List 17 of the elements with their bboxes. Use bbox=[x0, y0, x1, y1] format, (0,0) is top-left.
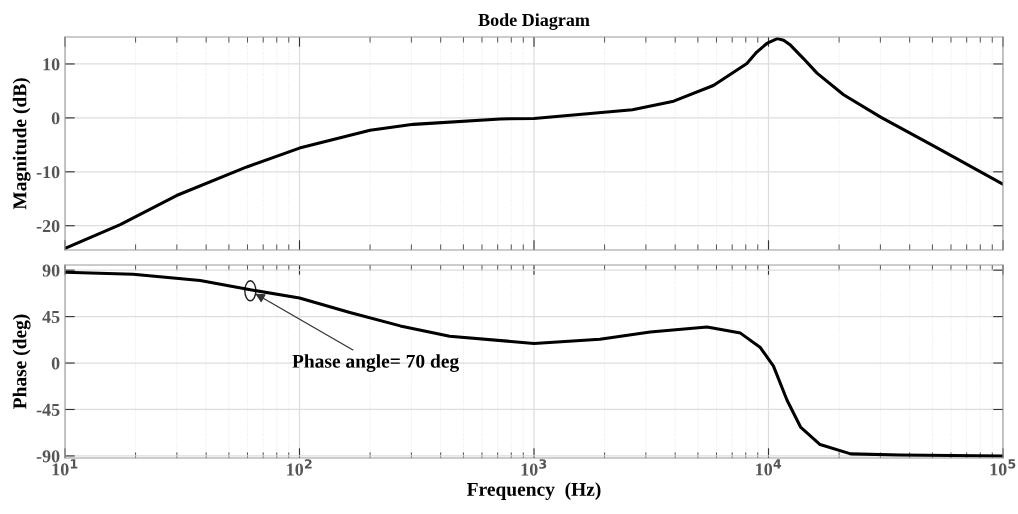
y-axis-title: Phase (deg) bbox=[12, 314, 31, 409]
y-tick-label: 10 bbox=[43, 58, 60, 71]
y-axis-title: Magnitude (dB) bbox=[12, 78, 31, 210]
x-tick-label: 10$^{5}$ bbox=[990, 459, 1016, 476]
y-tick-label: 0 bbox=[51, 112, 60, 125]
x-tick-label: 10$^{4}$ bbox=[756, 459, 782, 476]
x-tick-label: 10$^{2}$ bbox=[287, 459, 312, 476]
y-tick-label: -20 bbox=[36, 219, 60, 233]
y-tick-label: -45 bbox=[36, 403, 60, 416]
annotation: Phase angle= 70 deg bbox=[292, 354, 459, 372]
y-tick-label: 0 bbox=[51, 357, 60, 370]
y-tick-label: 45 bbox=[42, 310, 60, 324]
y-tick-label: 90 bbox=[42, 264, 60, 277]
chart-title: Bode Diagram bbox=[478, 13, 590, 30]
x-tick-label: 10$^{3}$ bbox=[521, 459, 547, 476]
x-axis-title: Frequency (Hz) bbox=[467, 482, 601, 500]
y-tick-label: -10 bbox=[36, 166, 60, 179]
